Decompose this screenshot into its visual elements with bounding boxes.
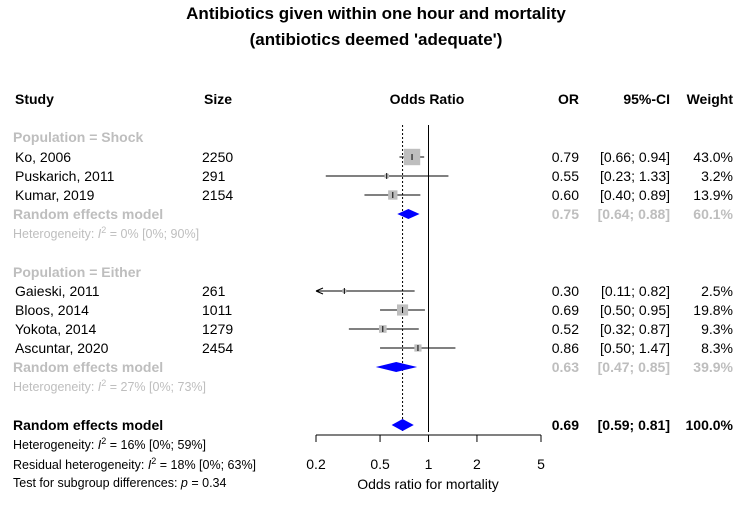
study-or: 0.86	[552, 340, 579, 356]
study-weight: 19.8%	[693, 302, 733, 318]
study-weight: 9.3%	[701, 321, 733, 337]
chart-title-line2: (antibiotics deemed 'adequate')	[250, 30, 503, 49]
group-model-ci: [0.64; 0.88]	[598, 206, 670, 222]
x-tick-label: 0.2	[306, 456, 326, 472]
overall-model-weight: 100.0%	[686, 417, 734, 433]
x-tick-label: 1	[425, 456, 433, 472]
group-model-or: 0.75	[552, 206, 579, 222]
group-label-shock: Population = Shock	[13, 129, 144, 145]
header-weight: Weight	[687, 91, 734, 107]
header-odds-ratio: Odds Ratio	[390, 91, 465, 107]
group-heterogeneity: Heterogeneity: I2 = 27% [0%; 73%]	[13, 378, 206, 394]
overall-diamond	[391, 419, 414, 431]
header-ci: 95%-CI	[623, 91, 670, 107]
header-study: Study	[15, 91, 54, 107]
subgroup-test: Test for subgroup differences: p = 0.34	[13, 476, 226, 490]
x-tick-label: 2	[473, 456, 481, 472]
study-weight: 8.3%	[701, 340, 733, 356]
study-ci: [0.11; 0.82]	[601, 283, 670, 299]
group-model-label: Random effects model	[13, 359, 163, 375]
group-model-ci: [0.47; 0.85]	[598, 359, 670, 375]
subgroup-diamond	[397, 209, 420, 219]
overall-model-or: 0.69	[552, 417, 579, 433]
x-tick-label: 5	[537, 456, 545, 472]
x-axis: 0.2 0.5 1 2 5	[306, 434, 545, 472]
study-size: 2250	[202, 149, 233, 165]
x-tick-label: 0.5	[370, 456, 390, 472]
study-name: Gaieski, 2011	[15, 283, 100, 299]
group-heterogeneity: Heterogeneity: I2 = 0% [0%; 90%]	[13, 225, 199, 241]
study-or: 0.69	[552, 302, 579, 318]
ci-arrow-icon	[315, 287, 324, 295]
x-axis-label: Odds ratio for mortality	[357, 476, 499, 492]
overall-model-label: Random effects model	[13, 417, 163, 433]
overall-heterogeneity: Heterogeneity: I2 = 16% [0%; 59%]	[13, 436, 206, 452]
study-ci: [0.50; 1.47]	[600, 340, 670, 356]
residual-heterogeneity: Residual heterogeneity: I2 = 18% [0%; 63…	[13, 456, 256, 472]
study-or: 0.30	[552, 283, 579, 299]
study-size: 2154	[202, 187, 233, 203]
study-size: 261	[202, 283, 226, 299]
group-model-or: 0.63	[552, 359, 579, 375]
study-name: Ascuntar, 2020	[15, 340, 109, 356]
chart-title-line1: Antibiotics given within one hour and mo…	[186, 4, 566, 23]
study-size: 1279	[202, 321, 233, 337]
header-size: Size	[204, 91, 232, 107]
study-ci: [0.23; 1.33]	[600, 168, 670, 184]
group-label-either: Population = Either	[13, 264, 142, 280]
study-size: 2454	[202, 340, 233, 356]
study-weight: 13.9%	[693, 187, 733, 203]
study-or: 0.52	[552, 321, 579, 337]
study-name: Ko, 2006	[15, 149, 71, 165]
study-name: Bloos, 2014	[15, 302, 89, 318]
study-name: Kumar, 2019	[15, 187, 95, 203]
header-or: OR	[558, 91, 579, 107]
study-ci: [0.32; 0.87]	[600, 321, 670, 337]
subgroup-diamond	[375, 362, 418, 372]
group-model-weight: 39.9%	[693, 359, 733, 375]
group-model-label: Random effects model	[13, 206, 163, 222]
plot-marks	[315, 125, 456, 432]
study-size: 1011	[202, 302, 232, 318]
study-size: 291	[202, 168, 226, 184]
study-or: 0.55	[552, 168, 579, 184]
group-model-weight: 60.1%	[693, 206, 733, 222]
study-weight: 3.2%	[701, 168, 733, 184]
study-weight: 2.5%	[701, 283, 733, 299]
study-name: Puskarich, 2011	[15, 168, 115, 184]
study-name: Yokota, 2014	[15, 321, 96, 337]
study-ci: [0.40; 0.89]	[600, 187, 670, 203]
study-weight: 43.0%	[693, 149, 733, 165]
overall-model-ci: [0.59; 0.81]	[598, 417, 670, 433]
study-or: 0.60	[552, 187, 579, 203]
study-or: 0.79	[552, 149, 579, 165]
study-ci: [0.66; 0.94]	[600, 149, 670, 165]
study-ci: [0.50; 0.95]	[600, 302, 670, 318]
